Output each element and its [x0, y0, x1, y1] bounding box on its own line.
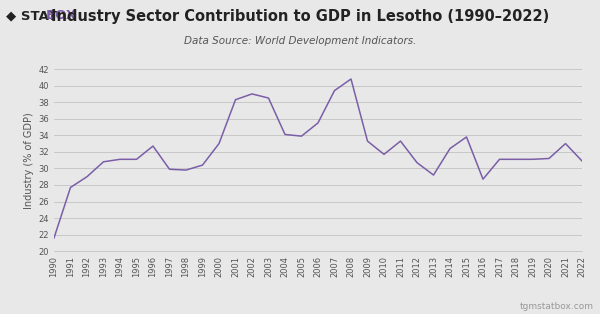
Text: BOX: BOX	[46, 9, 77, 22]
Y-axis label: Industry (% of GDP): Industry (% of GDP)	[24, 112, 34, 208]
Text: ◆ STAT: ◆ STAT	[6, 9, 57, 22]
Text: Data Source: World Development Indicators.: Data Source: World Development Indicator…	[184, 36, 416, 46]
Text: Industry Sector Contribution to GDP in Lesotho (1990–2022): Industry Sector Contribution to GDP in L…	[51, 9, 549, 24]
Text: tgmstatbox.com: tgmstatbox.com	[520, 302, 594, 311]
